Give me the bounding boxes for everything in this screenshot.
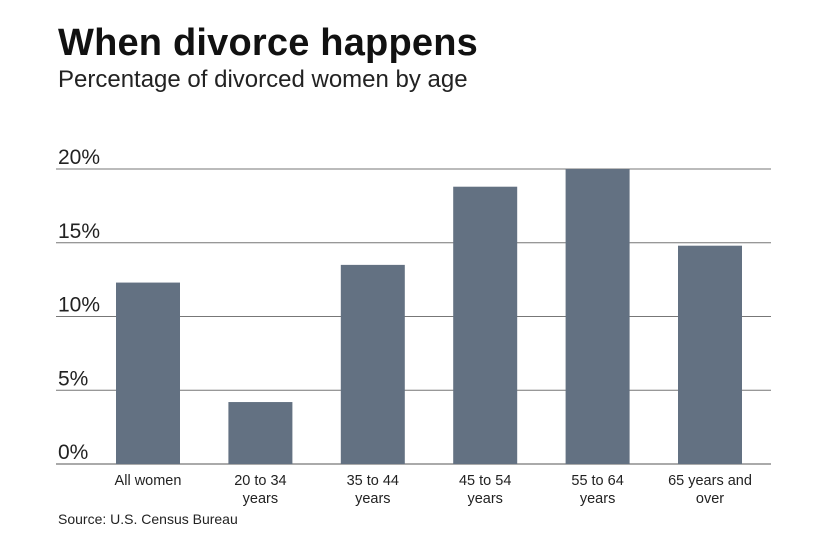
bar (116, 282, 180, 464)
bar (565, 169, 630, 464)
x-category-label: 20 to 34 (234, 473, 286, 489)
x-category-label: 35 to 44 (347, 473, 399, 489)
bars (116, 169, 742, 464)
y-tick-label: 15% (58, 220, 100, 243)
bar (453, 186, 518, 464)
source-note: Source: U.S. Census Bureau (58, 511, 238, 527)
bar (678, 245, 742, 464)
chart-title: When divorce happens (58, 22, 478, 64)
x-category-label: years (467, 491, 502, 507)
y-tick-label: 0% (58, 441, 88, 464)
y-tick-label: 5% (58, 367, 88, 390)
x-category-label: years (243, 491, 278, 507)
x-category-label: All women (115, 473, 182, 489)
bar (340, 264, 405, 464)
x-category-label: years (355, 491, 390, 507)
y-tick-label: 20% (58, 146, 100, 169)
x-category-label: over (696, 491, 724, 507)
x-category-labels: All women 20 to 34 years 35 to 44 years 45 to… (115, 473, 752, 507)
x-category-label: 65 years and (668, 473, 752, 489)
chart-subtitle: Percentage of divorced women by age (58, 66, 468, 93)
y-tick-label: 10% (58, 294, 100, 317)
bar (228, 402, 293, 464)
x-category-label: 45 to 54 (459, 473, 511, 489)
x-category-label: 55 to 64 (571, 473, 623, 489)
x-category-label: years (580, 491, 615, 507)
y-tick-labels: 0% 5% 10% 15% 20% (58, 146, 100, 464)
